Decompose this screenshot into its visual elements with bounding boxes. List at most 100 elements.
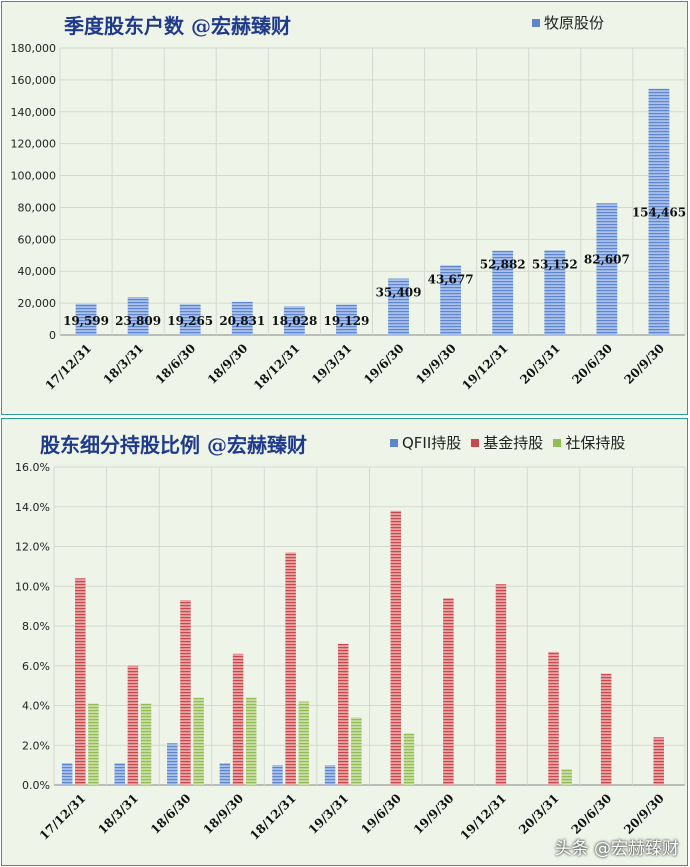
y-tick-label: 100,000 (11, 170, 57, 183)
bar (337, 643, 349, 785)
x-tick-label: 18/3/31 (95, 791, 141, 837)
x-tick-label: 18/3/31 (101, 341, 147, 387)
bar (548, 651, 559, 785)
x-tick-label: 17/12/31 (37, 791, 89, 843)
chart2-plot: 0.0% 2.0% 4.0% 6.0% 8.0% 10.0% 12.0% 14.0% 16.0%… (15, 461, 686, 843)
data-label: 35,409 (376, 286, 422, 300)
x-tick-label: 19/3/31 (306, 791, 352, 837)
legend-swatch-blue (532, 18, 540, 27)
x-tick-label: 20/6/30 (569, 341, 615, 387)
bar (127, 297, 149, 335)
data-label: 154,465 (632, 206, 686, 220)
x-tick-label: 20/9/30 (621, 791, 667, 837)
y-tick-label: 60,000 (18, 233, 57, 246)
data-label: 18,028 (271, 314, 317, 328)
y-tick-label: 40,000 (18, 265, 57, 278)
bar (653, 737, 664, 785)
bar (75, 303, 97, 335)
x-tick-label: 19/12/31 (459, 341, 511, 393)
x-tick-label: 20/3/31 (517, 341, 563, 387)
bar (388, 278, 409, 335)
bar (596, 203, 618, 335)
bar (61, 763, 73, 785)
chart2-legend: QFII持股 基金持股 社保持股 (380, 432, 625, 453)
chart1-plot: 0 20,000 40,000 60,000 80,000 100,000 120,000 1… (11, 42, 687, 393)
y-tick-label: 140,000 (11, 106, 57, 119)
x-tick-label: 19/6/30 (361, 341, 407, 387)
x-tick-label: 19/9/30 (411, 791, 457, 837)
chart1-legend: 牧原股份 (522, 12, 604, 33)
chart1-title: 季度股东户数 @宏赫臻财 (64, 14, 291, 38)
legend-label-qfii: QFII持股 (402, 434, 462, 452)
bar (114, 763, 125, 785)
data-label: 52,882 (480, 258, 526, 272)
bar (544, 250, 566, 335)
data-label: 23,809 (115, 314, 161, 328)
bar (403, 733, 415, 785)
bar (88, 703, 99, 785)
chart-panel-shareholders: 季度股东户数 @宏赫臻财 牧原股份 0 20,000 40,000 60,000 80,… (1, 1, 688, 415)
y-tick-label: 0 (49, 329, 56, 342)
y-tick-label: 8.0% (22, 620, 50, 633)
legend-label-fund: 基金持股 (483, 434, 544, 452)
y-tick-label: 0.0% (22, 779, 50, 792)
x-tick-label: 20/9/30 (621, 341, 667, 387)
bar (648, 88, 670, 335)
data-label: 43,677 (428, 272, 474, 286)
bar (298, 701, 310, 785)
bar (127, 665, 139, 785)
y-tick-label: 20,000 (18, 297, 57, 310)
bar (336, 304, 357, 335)
legend-swatch-red (471, 438, 480, 447)
bar (285, 552, 296, 785)
bar (443, 598, 454, 785)
legend-label-muyuan: 牧原股份 (544, 14, 605, 32)
data-label: 20,831 (219, 314, 265, 328)
legend-label-social: 社保持股 (565, 434, 626, 452)
bar (272, 765, 283, 785)
bar (492, 250, 514, 335)
x-tick-label: 18/9/30 (205, 341, 251, 387)
x-tick-label: 18/6/30 (148, 791, 194, 837)
bar (495, 584, 507, 785)
y-tick-label: 16.0% (15, 461, 50, 474)
y-tick-label: 180,000 (11, 42, 57, 55)
chart2-title: 股东细分持股比例 @宏赫臻财 (40, 433, 307, 457)
y-tick-label: 4.0% (22, 700, 50, 713)
legend-swatch-green (553, 438, 562, 447)
bar (351, 717, 362, 785)
bar (179, 304, 201, 335)
bar (600, 673, 612, 785)
bar (180, 600, 191, 785)
data-label: 19,265 (167, 314, 213, 328)
y-tick-label: 2.0% (22, 739, 50, 752)
x-tick-label: 19/6/30 (358, 791, 404, 837)
data-label: 82,607 (584, 252, 630, 266)
bar (440, 265, 462, 335)
x-tick-label: 20/3/31 (516, 791, 562, 837)
watermark: 头条 @宏赫臻财 (554, 839, 679, 859)
x-tick-label: 19/12/31 (458, 791, 510, 843)
y-tick-label: 12.0% (15, 541, 50, 554)
data-label: 53,152 (532, 257, 578, 271)
bar (193, 697, 204, 785)
bar (561, 769, 572, 785)
y-tick-label: 160,000 (11, 74, 57, 87)
bar (232, 653, 244, 785)
bar (140, 703, 152, 785)
x-tick-label: 19/3/31 (309, 341, 355, 387)
data-label: 19,129 (323, 314, 369, 328)
bar (219, 763, 231, 785)
y-tick-label: 14.0% (15, 501, 50, 514)
bar (167, 743, 178, 785)
x-tick-label: 20/6/30 (569, 791, 615, 837)
x-tick-label: 17/12/31 (43, 341, 95, 393)
x-tick-label: 18/9/30 (201, 791, 247, 837)
data-label: 19,599 (63, 314, 109, 328)
y-tick-label: 120,000 (11, 138, 57, 151)
x-tick-label: 18/12/31 (251, 341, 303, 393)
bar (245, 697, 257, 785)
bar (324, 765, 336, 785)
x-tick-label: 18/12/31 (247, 791, 299, 843)
y-tick-label: 10.0% (15, 580, 50, 593)
